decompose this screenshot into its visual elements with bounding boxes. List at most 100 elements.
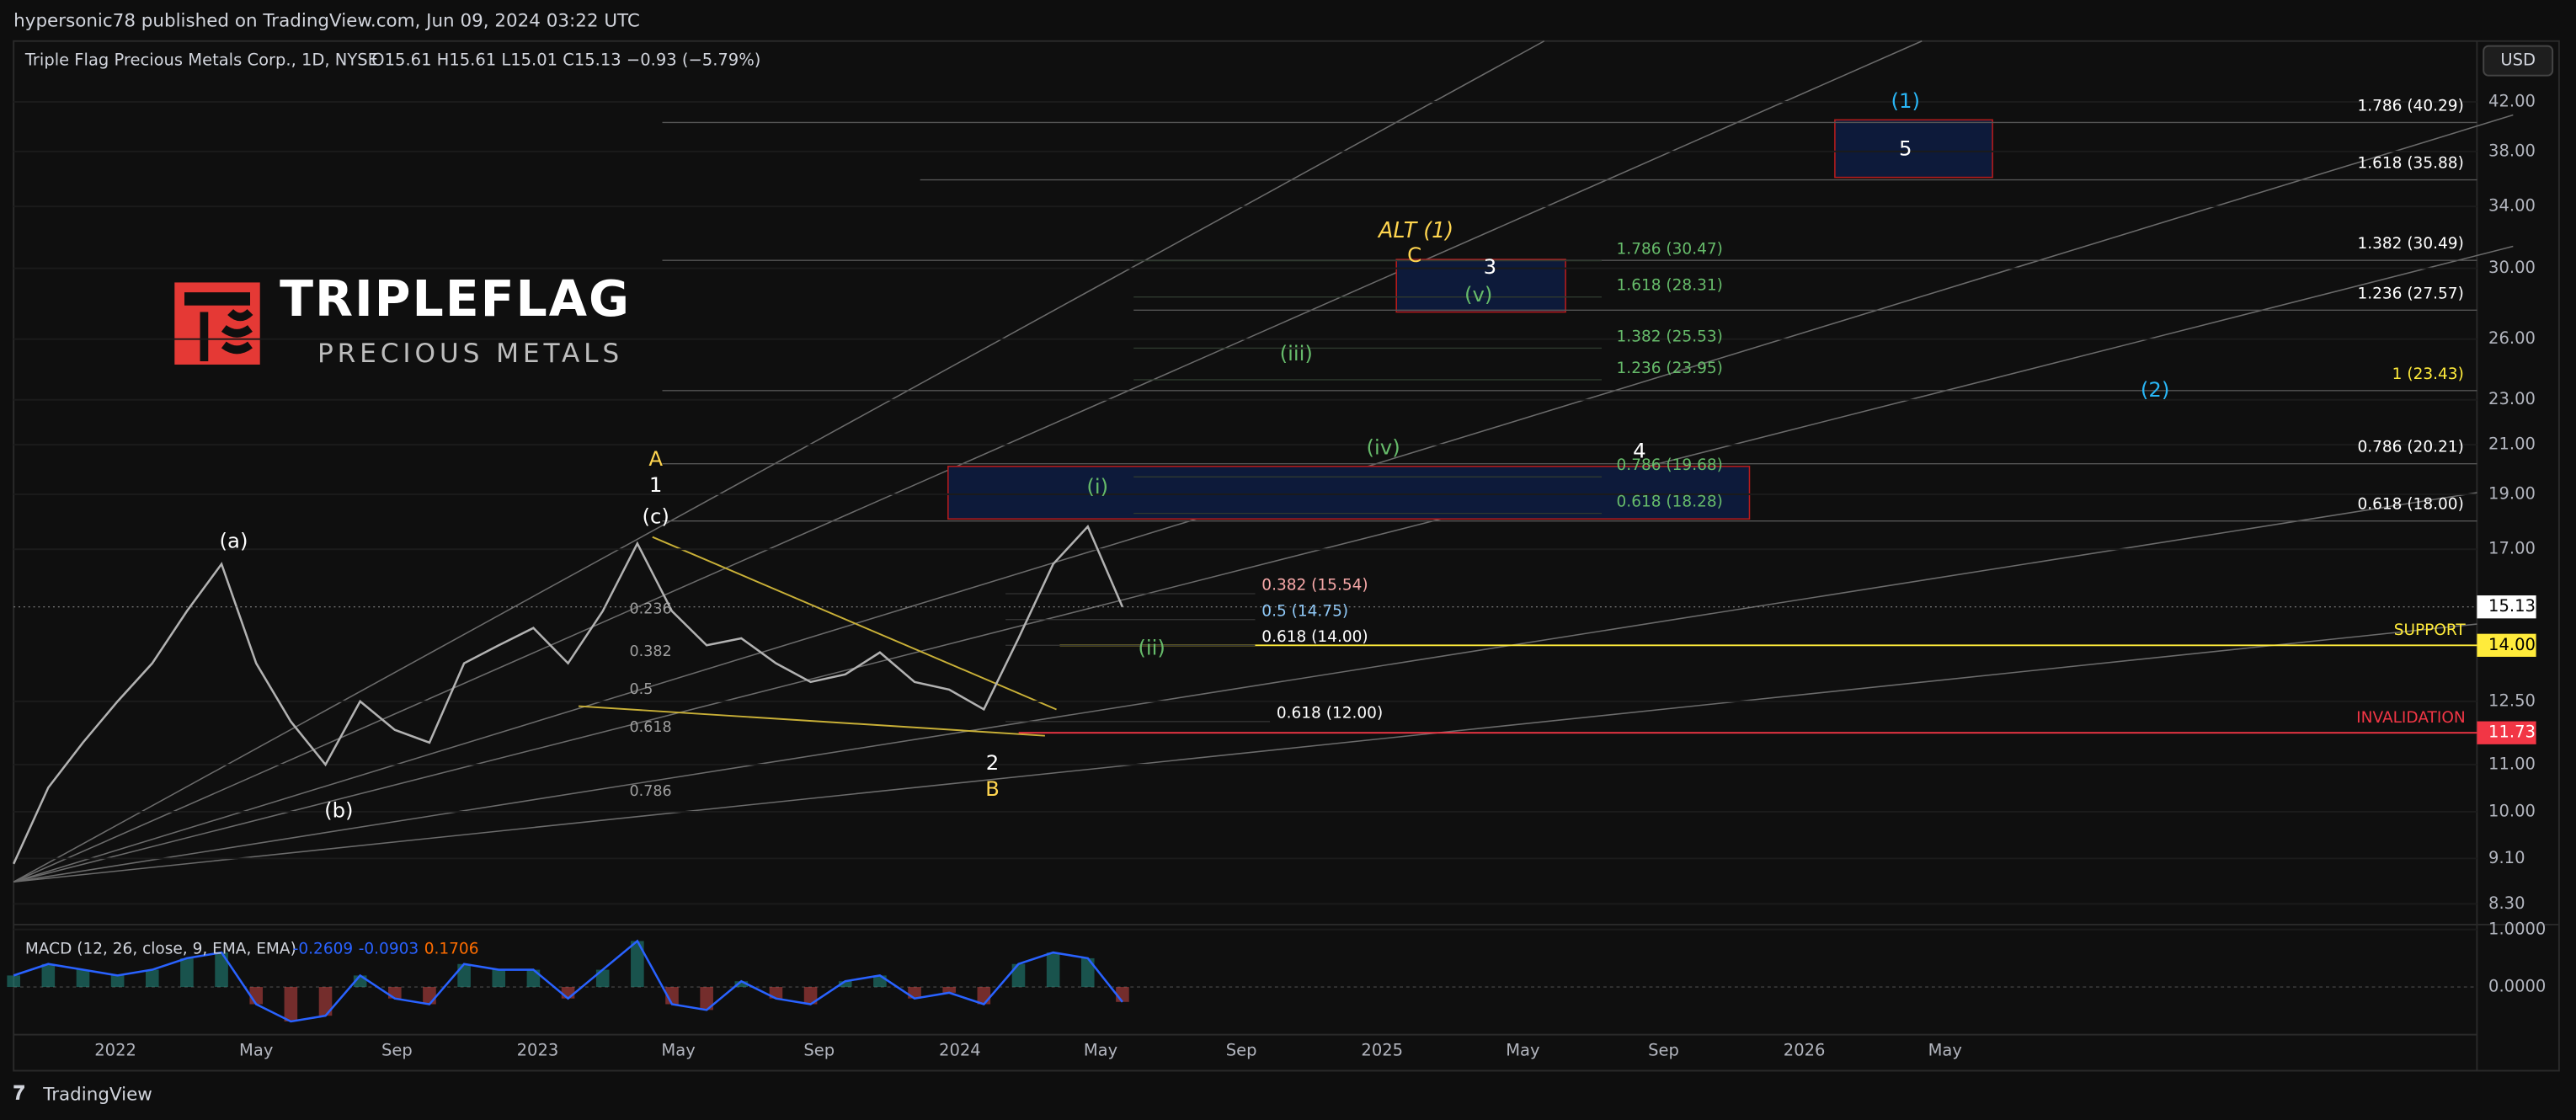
wave-label: A	[648, 446, 663, 471]
wave-label: C	[1407, 243, 1421, 267]
macd-bar	[110, 975, 125, 988]
x-tick-label: 2022	[94, 1041, 136, 1060]
macd-bar	[41, 963, 56, 988]
footer-brand: TradingView	[42, 1085, 152, 1106]
macd-bar	[769, 987, 783, 999]
price-badge	[2477, 633, 2536, 657]
macd-reading: -0.2609	[293, 941, 353, 958]
wave-label: 5	[1899, 136, 1912, 160]
triangle-lines	[578, 536, 1057, 737]
level-note: SUPPORT	[2394, 621, 2467, 639]
macd-bar	[942, 987, 956, 993]
macd-bar	[318, 987, 333, 1016]
y-tick-label: 19.00	[2488, 483, 2536, 503]
macd-bar	[1046, 952, 1060, 988]
fib-label: 1.382 (25.53)	[1617, 328, 1723, 345]
y-tick-label: 30.00	[2488, 258, 2536, 277]
macd-tick-label: 1.0000	[2488, 919, 2546, 938]
wave-label: ALT (1)	[1377, 217, 1453, 243]
fib-label: 0.786 (20.21)	[2357, 439, 2463, 456]
wave-label: (2)	[2141, 377, 2170, 402]
y-tick-label: 21.00	[2488, 435, 2536, 454]
wave-label: 1	[649, 472, 663, 497]
macd-bar	[423, 987, 436, 1005]
price-badge-label: 14.00	[2488, 635, 2536, 654]
chart-frame	[13, 40, 2560, 1072]
macd-bar	[595, 969, 610, 988]
wave-label: (c)	[642, 504, 669, 528]
x-tick-label: May	[1084, 1041, 1117, 1060]
fib-label: 1.382 (30.49)	[2357, 235, 2463, 253]
logo-icon	[174, 282, 260, 365]
fib-label: 0.786 (19.68)	[1617, 456, 1723, 474]
x-tick-label: Sep	[1648, 1041, 1679, 1060]
wave-label: (b)	[324, 797, 353, 822]
macd-reading: 0.1706	[424, 941, 479, 958]
fib-label: 1.618 (35.88)	[2357, 155, 2463, 173]
fib-left-label: 0.236	[629, 601, 671, 618]
fib-label: 1 (23.43)	[2392, 365, 2464, 383]
macd-bar	[180, 957, 194, 988]
fib-label: 1.236 (23.95)	[1617, 360, 1723, 377]
y-tick-label: 12.50	[2488, 691, 2536, 710]
y-tick-label: 42.00	[2488, 92, 2536, 111]
x-tick-label: 2026	[1784, 1041, 1826, 1060]
published: hypersonic78 published on TradingView.co…	[13, 10, 640, 31]
macd-legend: MACD (12, 26, close, 9, EMA, EMA)	[25, 941, 296, 958]
macd-bar	[284, 987, 298, 1021]
fib-label: 0.618 (18.00)	[2357, 496, 2463, 514]
logo-name: TRIPLEFLAG	[280, 270, 631, 328]
fib-left-label: 0.5	[629, 681, 653, 698]
currency-button[interactable]	[2483, 45, 2554, 77]
macd-bar	[700, 987, 713, 1011]
fib-label: 0.382 (15.54)	[1261, 577, 1368, 595]
macd-bar	[492, 969, 506, 988]
macd-tick-label: 0.0000	[2488, 977, 2546, 996]
fib-label: 1.618 (28.31)	[1617, 277, 1723, 295]
x-tick-label: Sep	[803, 1041, 835, 1060]
wave-label: (iv)	[1367, 435, 1400, 459]
x-tick-label: May	[239, 1041, 273, 1060]
y-tick-label: 34.00	[2488, 196, 2536, 216]
price-badge	[2477, 721, 2536, 744]
fib-label: 0.618 (18.28)	[1617, 493, 1723, 510]
fib-label: 0.5 (14.75)	[1261, 602, 1348, 620]
y-tick-label: 26.00	[2488, 328, 2536, 348]
x-tick-label: Sep	[381, 1041, 413, 1060]
y-tick-label: 8.30	[2488, 893, 2525, 913]
price-badge-label: 15.13	[2488, 596, 2536, 616]
x-tick-label: May	[1506, 1041, 1539, 1060]
macd-bar	[526, 969, 541, 988]
macd-reading: -0.0903	[359, 941, 419, 958]
wave-label: (a)	[220, 529, 248, 553]
wave-label: 4	[1633, 438, 1646, 462]
fib-label: 0.618 (14.00)	[1261, 628, 1368, 646]
macd-bar	[1080, 957, 1095, 988]
wave-label: 2	[986, 750, 1000, 775]
price-badge-label: 11.73	[2488, 723, 2536, 742]
fib-left-label: 0.618	[629, 719, 671, 736]
wave-label: (iii)	[1280, 341, 1313, 365]
wave-label: (i)	[1086, 474, 1108, 499]
wave-label: (ii)	[1138, 635, 1165, 659]
price-badge	[2477, 595, 2536, 619]
fan-lines	[13, 40, 2514, 883]
macd-bar	[145, 969, 159, 988]
x-tick-label: May	[1928, 1041, 1962, 1060]
y-tick-label: 38.00	[2488, 141, 2536, 160]
currency[interactable]: USD	[2500, 51, 2536, 70]
fib-left-label: 0.382	[629, 643, 671, 660]
macd-bar	[1011, 963, 1026, 988]
macd-bar	[388, 987, 402, 999]
x-tick-label: 2023	[517, 1041, 559, 1060]
y-tick-label: 9.10	[2488, 848, 2525, 867]
price-line	[13, 524, 1124, 865]
symbol-legend: Triple Flag Precious Metals Corp., 1D, N…	[24, 51, 378, 70]
fib-left-label: 0.786	[629, 783, 671, 800]
macd-bar	[734, 981, 749, 988]
y-tick-label: 10.00	[2488, 801, 2536, 820]
macd-bar	[7, 975, 20, 988]
fib-label: 0.618 (12.00)	[1277, 705, 1383, 723]
wave-label: (1)	[1891, 88, 1920, 113]
